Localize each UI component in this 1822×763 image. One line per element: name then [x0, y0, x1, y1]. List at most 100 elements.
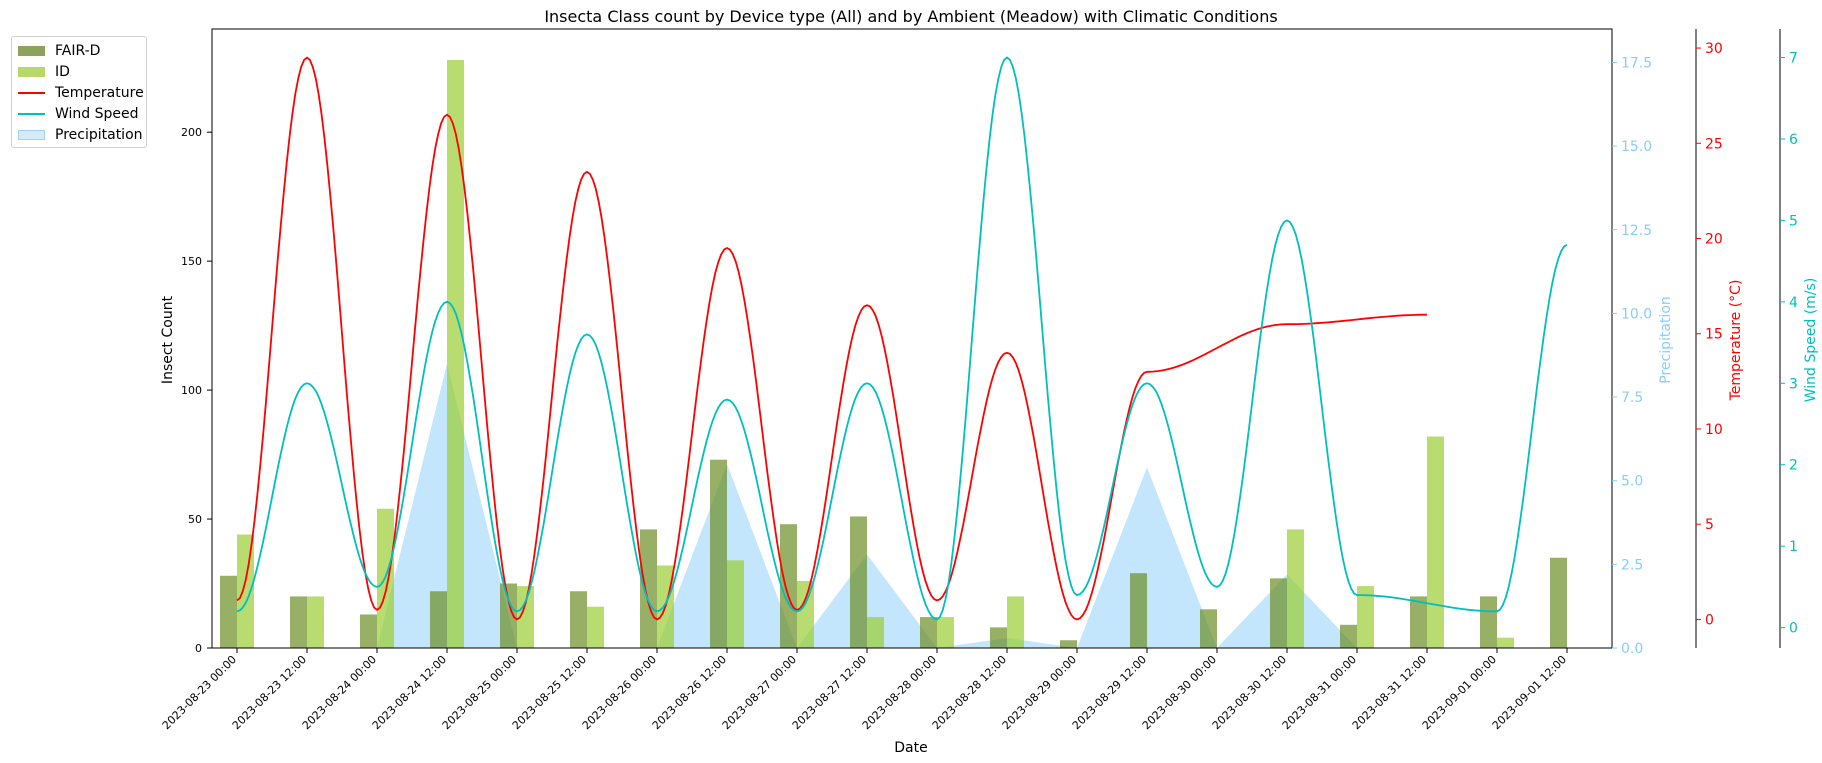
bar-fair-d-15 — [1270, 578, 1287, 648]
y-tick-label: 15.0 — [1621, 139, 1652, 155]
y-tick-label: 6 — [1789, 132, 1798, 148]
temperature-axis: 0 5 10 15 20 25 30 — [1695, 29, 1723, 648]
y-tick-label: 12.5 — [1621, 223, 1652, 239]
x-axis-label: Date — [894, 740, 927, 756]
x-tick-label: 2023-08-29 00:00 — [1000, 653, 1079, 732]
x-tick-label: 2023-08-27 00:00 — [720, 653, 799, 732]
x-tick-label: 2023-08-31 12:00 — [1350, 653, 1429, 732]
bar-layer — [220, 59, 1567, 648]
y-tick-label: 5 — [1705, 517, 1714, 533]
bar-fair-d-2 — [360, 614, 377, 648]
temperature-line — [236, 56, 1427, 621]
bar-id-5 — [587, 606, 604, 648]
x-tick-label: 2023-08-30 12:00 — [1210, 653, 1289, 732]
y-tick-label: 17.5 — [1621, 55, 1652, 71]
legend-label: FAIR-D — [55, 42, 101, 59]
y-tick-label: 50 — [188, 513, 202, 526]
y-tick-label: 150 — [181, 255, 202, 268]
y-tick-label: 7.5 — [1621, 390, 1643, 406]
legend-label: Temperature — [55, 84, 144, 101]
y-tick-label: 0 — [1789, 621, 1798, 637]
bar-id-11 — [1007, 596, 1024, 648]
bar-fair-d-10 — [920, 617, 937, 648]
bar-id-4 — [517, 586, 534, 648]
bar-fair-d-0 — [220, 575, 237, 648]
count-axis-label: Insect Count — [160, 295, 176, 384]
legend-item-temperature: Temperature — [18, 82, 144, 103]
bar-fair-d-6 — [640, 529, 657, 648]
chart-title: Insecta Class count by Device type (All)… — [544, 7, 1277, 26]
bar-fair-d-7 — [710, 459, 727, 648]
bar-id-8 — [797, 580, 814, 648]
legend-swatch — [18, 66, 45, 77]
x-tick-label: 2023-08-28 00:00 — [860, 653, 939, 732]
y-tick-label: 0 — [1705, 612, 1714, 628]
x-tick-label: 2023-08-28 12:00 — [930, 653, 1009, 732]
y-tick-label: 200 — [181, 126, 202, 139]
bar-fair-d-5 — [570, 591, 587, 648]
x-tick-label: 2023-08-30 00:00 — [1140, 653, 1219, 732]
bar-id-16 — [1357, 586, 1374, 648]
x-tick-label: 2023-08-31 00:00 — [1280, 653, 1359, 732]
y-tick-label: 0.0 — [1621, 641, 1643, 657]
precipitation-axis-label: Precipitation — [1658, 296, 1674, 384]
bar-fair-d-13 — [1130, 573, 1147, 648]
x-tick-label: 2023-08-24 00:00 — [300, 653, 379, 732]
bar-fair-d-16 — [1340, 624, 1357, 648]
x-tick-label: 2023-09-01 12:00 — [1490, 653, 1569, 732]
bar-id-3 — [447, 59, 464, 648]
x-tick-label: 2023-08-25 00:00 — [440, 653, 519, 732]
y-tick-label: 20 — [1705, 232, 1723, 248]
bar-fair-d-19 — [1550, 557, 1567, 648]
x-tick-label: 2023-08-25 12:00 — [510, 653, 589, 732]
x-tick-label: 2023-08-24 12:00 — [370, 653, 449, 732]
y-tick-label: 5 — [1789, 213, 1798, 229]
bar-fair-d-4 — [500, 583, 517, 648]
legend-label: ID — [55, 63, 70, 80]
y-tick-label: 0 — [195, 642, 202, 655]
bar-id-10 — [937, 617, 954, 648]
bar-id-15 — [1287, 529, 1304, 648]
wind-speed-axis-label: Wind Speed (m/s) — [1803, 278, 1819, 403]
legend-item-fair-d: FAIR-D — [18, 40, 140, 61]
bar-id-7 — [727, 560, 744, 648]
x-tick-label: 2023-08-23 12:00 — [230, 653, 309, 732]
y-tick-label: 7 — [1789, 51, 1798, 67]
bar-fair-d-1 — [290, 596, 307, 648]
y-tick-label: 30 — [1705, 41, 1723, 57]
y-tick-label: 10 — [1705, 422, 1723, 438]
y-tick-label: 15 — [1705, 327, 1723, 343]
legend-swatch — [18, 45, 45, 56]
x-tick-label: 2023-08-27 12:00 — [790, 653, 869, 732]
y-tick-label: 10.0 — [1621, 306, 1652, 322]
x-tick-label: 2023-08-29 12:00 — [1070, 653, 1149, 732]
bar-fair-d-14 — [1200, 609, 1217, 648]
bar-fair-d-9 — [850, 516, 867, 648]
y-tick-label: 4 — [1789, 295, 1798, 311]
bar-id-0 — [237, 534, 254, 648]
legend-label: Precipitation — [55, 126, 143, 143]
count-axis: 0 50 100 150 200 — [181, 126, 212, 655]
y-tick-label: 2.5 — [1621, 557, 1643, 573]
x-tick-label: 2023-08-26 00:00 — [580, 653, 659, 732]
bar-fair-d-3 — [430, 591, 447, 648]
bar-fair-d-18 — [1480, 596, 1497, 648]
plot-frame — [211, 28, 1613, 649]
legend-swatch — [18, 129, 45, 140]
wind-speed-line — [236, 56, 1568, 621]
y-tick-label: 25 — [1705, 136, 1723, 152]
legend-item-precipitation: Precipitation — [18, 124, 143, 145]
bar-id-18 — [1497, 637, 1514, 648]
bar-fair-d-17 — [1410, 596, 1427, 648]
bar-id-17 — [1427, 436, 1444, 648]
temperature-axis-label: Temperature (°C) — [1728, 280, 1744, 402]
bar-id-9 — [867, 617, 884, 648]
wind-speed-axis: 0 1 2 3 4 5 6 7 — [1779, 29, 1798, 648]
x-tick-label: 2023-09-01 00:00 — [1420, 653, 1499, 732]
line-layer — [236, 56, 1568, 621]
precipitation-axis: 0.0 2.5 5.0 7.5 10.0 12.5 15.0 17.5 — [1612, 55, 1652, 657]
legend-swatch — [18, 91, 45, 94]
y-tick-label: 5.0 — [1621, 474, 1643, 490]
